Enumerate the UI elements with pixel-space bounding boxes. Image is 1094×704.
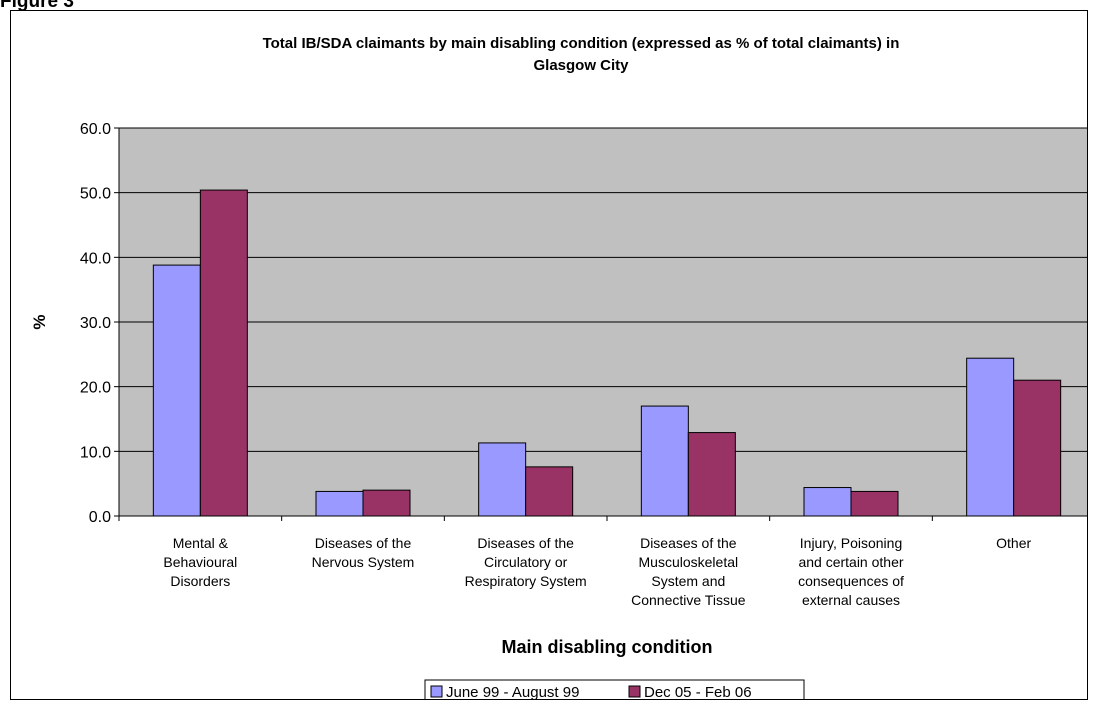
x-tick-label-line: Respiratory System (465, 573, 587, 589)
gridlines (114, 127, 1094, 517)
x-tick-label-line: Connective Tissue (631, 592, 746, 608)
x-tick-label: Diseases of the Circulatory or Respiratory… (465, 535, 587, 589)
x-tick-label-line: Diseases of the (477, 535, 574, 551)
bar (199, 189, 248, 517)
y-tick-label: 40.0 (80, 250, 111, 267)
bar (687, 432, 736, 517)
legend: June 99 - August 99 Dec 05 - Feb 06 (424, 679, 805, 703)
y-axis-label: % (30, 314, 49, 329)
legend-swatch (628, 685, 641, 698)
bar (525, 466, 574, 517)
x-tick-label-line: Nervous System (312, 554, 415, 570)
y-tick-label: 20.0 (80, 380, 111, 397)
y-tick-label: 50.0 (80, 186, 111, 203)
bar (640, 405, 689, 517)
y-tick-labels: 0.0 10.0 20.0 30.0 40.0 50.0 60.0 (80, 121, 111, 526)
x-tick-label-line: Disorders (170, 573, 230, 589)
x-tick-label-line: Other (996, 535, 1031, 551)
chart-title-line: Total IB/SDA claimants by main disabling… (263, 35, 900, 52)
x-tick-label: Injury, Poisoning and certain other conseq… (798, 535, 904, 608)
bar (478, 442, 527, 517)
axes (118, 128, 1094, 521)
x-tick-label-line: consequences of (798, 573, 904, 589)
bar-chart: Total IB/SDA claimants by main disabling… (30, 35, 1094, 703)
x-tick-label-line: Diseases of the (315, 535, 412, 551)
x-tick-label-line: Injury, Poisoning (800, 535, 902, 551)
y-tick-label: 10.0 (80, 444, 111, 461)
chart-frame: Total IB/SDA claimants by main disabling… (10, 10, 1094, 703)
x-tick-label-line: System and (651, 573, 725, 589)
bar (362, 489, 411, 517)
x-axis-label: Main disabling condition (502, 637, 713, 657)
legend-swatch (430, 685, 443, 698)
bar (966, 357, 1015, 517)
x-tick-label-line: external causes (802, 592, 900, 608)
x-tick-label-line: Circulatory or (484, 554, 568, 570)
chart-title-line: Glasgow City (533, 57, 629, 74)
x-tick-labels: Mental & Behavioural Disorders Diseases of … (163, 535, 1031, 608)
bar (315, 490, 364, 517)
bar (803, 487, 852, 517)
x-tick-label: Diseases of the Musculoskeletal System and… (631, 535, 746, 608)
x-tick-label-line: Diseases of the (640, 535, 737, 551)
figure-label: Figure 3 (0, 0, 74, 12)
x-tick-label: Diseases of the Nervous System (312, 535, 415, 570)
x-tick-label-line: Mental & (173, 535, 229, 551)
y-tick-label: 60.0 (80, 121, 111, 138)
x-tick-label-line: Musculoskeletal (639, 554, 739, 570)
x-tick-label-line: and certain other (798, 554, 903, 570)
bar (850, 490, 899, 517)
x-tick-label: Mental & Behavioural Disorders (163, 535, 237, 589)
y-tick-label: 0.0 (89, 509, 111, 526)
x-tick-label-line: Behavioural (163, 554, 237, 570)
x-tick-label: Other (996, 535, 1031, 551)
bar (1013, 379, 1062, 517)
chart-title: Total IB/SDA claimants by main disabling… (263, 35, 900, 74)
y-tick-label: 30.0 (80, 315, 111, 332)
bar (152, 264, 201, 517)
